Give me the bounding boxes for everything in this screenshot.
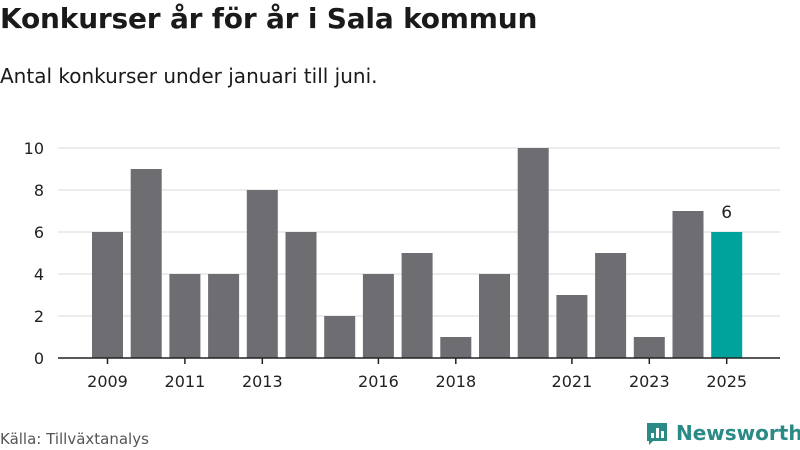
- x-tick-label: 2025: [706, 372, 747, 391]
- y-tick-label: 10: [24, 139, 44, 158]
- bar-2020: [517, 148, 549, 358]
- bar-2022: [595, 253, 627, 358]
- y-tick-label: 0: [34, 349, 44, 368]
- x-tick-label: 2016: [358, 372, 399, 391]
- bar-2023: [633, 337, 665, 358]
- bar-2025: [711, 232, 743, 358]
- x-tick-label: 2023: [629, 372, 670, 391]
- x-tick-label: 2021: [552, 372, 593, 391]
- data-label-2025: 6: [721, 203, 732, 223]
- bar-2014: [285, 232, 317, 358]
- bar-2018: [440, 337, 472, 358]
- y-tick-label: 6: [34, 223, 44, 242]
- x-tick-label: 2009: [87, 372, 128, 391]
- bar-2019: [479, 274, 510, 358]
- chart-title: Konkurser år för år i Sala kommun: [0, 2, 538, 35]
- newsworthy-logo-icon: [647, 423, 667, 445]
- source-note: Källa: Tillväxtanalys: [0, 430, 149, 448]
- x-tick-label: 2013: [242, 372, 283, 391]
- bar-2024: [672, 211, 704, 358]
- y-tick-label: 4: [34, 265, 44, 284]
- bar-2011: [169, 274, 201, 358]
- bar-2013: [246, 190, 278, 358]
- bar-chart: 0 2 4 6 8 10 2009 2011 2013 2016 2018 2021 2023 2025 6: [24, 139, 780, 391]
- bar-2010: [130, 169, 162, 358]
- bar-2016: [362, 274, 394, 358]
- x-tick-label: 2018: [435, 372, 476, 391]
- y-tick-label: 8: [34, 181, 44, 200]
- bar-2015: [324, 316, 356, 358]
- y-tick-label: 2: [34, 307, 44, 326]
- chart-subtitle: Antal konkurser under januari till juni.: [0, 64, 378, 88]
- brand-name: Newsworthy: [676, 421, 800, 445]
- bar-2017: [401, 253, 433, 358]
- bar-2012: [208, 274, 240, 358]
- bar-2021: [556, 295, 588, 358]
- bar-2009: [92, 232, 123, 358]
- brand-logo: Newsworthy: [644, 420, 800, 446]
- x-tick-label: 2011: [165, 372, 206, 391]
